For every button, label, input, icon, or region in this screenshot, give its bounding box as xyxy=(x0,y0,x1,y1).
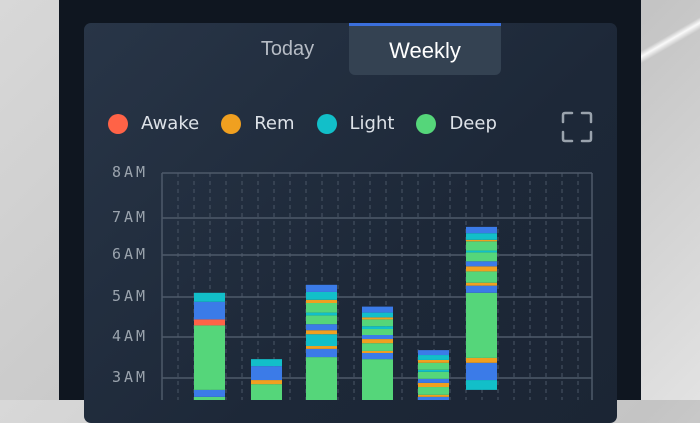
tab-weekly[interactable]: Weekly xyxy=(349,23,501,75)
y-tick-label: 3AM xyxy=(112,368,149,386)
bar-segment-deep xyxy=(362,319,393,327)
bar-segment-deep xyxy=(194,325,225,390)
bar-segment-unlabeled xyxy=(418,378,449,383)
bar-segment-unlabeled xyxy=(251,366,282,381)
bar-segment-light xyxy=(466,250,497,253)
legend-label: Deep xyxy=(449,113,497,134)
bar-segment-deep xyxy=(466,252,497,262)
bar-segment-unlabeled xyxy=(466,261,497,267)
bar-segment-rem xyxy=(362,317,393,320)
bar-segment-deep xyxy=(466,241,497,251)
bar-segment-deep xyxy=(418,371,449,379)
bar-segment-rem xyxy=(466,239,497,242)
legend-item-rem: Rem xyxy=(221,113,295,134)
sleep-card xyxy=(84,23,617,423)
bar-segment-rem xyxy=(251,380,282,385)
chart-legend: Awake Rem Light Deep xyxy=(108,113,519,134)
bar-segment-deep xyxy=(362,329,393,335)
bar-segment-unlabeled xyxy=(418,350,449,356)
bar-segment-unlabeled xyxy=(466,226,497,234)
bar-segment-rem xyxy=(466,282,497,286)
bar-segment-light xyxy=(418,355,449,360)
legend-label: Rem xyxy=(254,113,295,134)
bar-segment-light xyxy=(362,312,393,318)
y-tick-label: 8AM xyxy=(112,163,149,181)
bar-segment-light xyxy=(251,359,282,367)
y-tick-label: 7AM xyxy=(112,208,149,226)
bar-segment-light xyxy=(306,312,337,316)
bar-segment-deep xyxy=(194,396,225,400)
legend-label: Awake xyxy=(141,113,200,134)
bar-segment-deep xyxy=(418,387,449,395)
bar-segment-unlabeled xyxy=(362,352,393,360)
bar-segment-rem xyxy=(466,357,497,363)
bar-segment-light xyxy=(194,292,225,302)
bar-segment-rem xyxy=(306,330,337,335)
bar-segment-unlabeled xyxy=(194,301,225,320)
bar-segment-deep xyxy=(306,303,337,313)
bar-segment-light xyxy=(466,233,497,240)
bar-segment-light xyxy=(362,326,393,329)
bar-segment-deep xyxy=(362,343,393,351)
legend-label: Light xyxy=(349,113,395,134)
deep-dot xyxy=(416,113,437,134)
fullscreen-icon[interactable] xyxy=(561,111,593,143)
bar-segment-rem xyxy=(418,382,449,388)
y-tick-label: 4AM xyxy=(112,327,149,345)
awake-dot xyxy=(108,113,128,134)
bar-segment-light xyxy=(306,291,337,300)
bar-segment-rem xyxy=(418,359,449,363)
bar-segment-deep xyxy=(466,271,497,283)
bar-segment-deep xyxy=(306,315,337,325)
bar-segment-unlabeled xyxy=(306,348,337,358)
bar-segment-rem xyxy=(418,394,449,397)
bar-segment-rem xyxy=(362,350,393,353)
legend-item-light: Light xyxy=(316,113,395,134)
bar-segment-light xyxy=(466,380,497,390)
bar-segment-unlabeled xyxy=(362,335,393,340)
bar-segment-deep xyxy=(466,292,497,358)
bar-segment-deep xyxy=(362,359,393,400)
rem-dot xyxy=(221,113,242,134)
bar-segment-rem xyxy=(306,299,337,303)
background-glare xyxy=(640,0,700,80)
sleep-chart xyxy=(161,172,593,400)
bar-segment-rem xyxy=(362,339,393,344)
bar-segment-light xyxy=(418,369,449,372)
bar-segment-deep xyxy=(306,357,337,400)
legend-item-awake: Awake xyxy=(108,113,199,134)
bar-segment-unlabeled xyxy=(306,284,337,292)
bar-segment-deep xyxy=(418,362,449,370)
bar-segment-rem xyxy=(306,346,337,349)
light-dot xyxy=(316,113,337,134)
bar-segment-unlabeled xyxy=(306,324,337,331)
y-tick-label: 5AM xyxy=(112,287,149,305)
bar-segment-unlabeled xyxy=(362,306,393,313)
legend-item-deep: Deep xyxy=(416,113,497,134)
bar-segment-rem xyxy=(466,266,497,272)
bar-segment-light xyxy=(306,334,337,347)
y-tick-label: 6AM xyxy=(112,245,149,263)
bar-segment-unlabeled xyxy=(466,285,497,293)
bar-segment-unlabeled xyxy=(194,389,225,397)
bar-segment-deep xyxy=(251,384,282,400)
tab-today[interactable]: Today xyxy=(260,37,315,60)
bar-segment-awake xyxy=(194,319,225,326)
bar-segment-unlabeled xyxy=(466,362,497,381)
bar-segment-unlabeled xyxy=(418,396,449,400)
